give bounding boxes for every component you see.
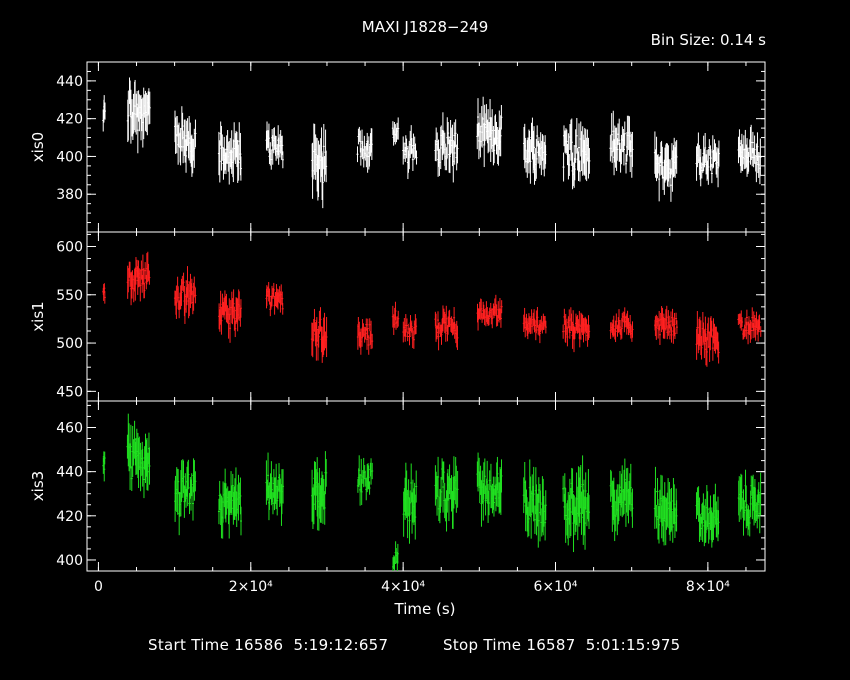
- stop-time-label: Stop Time 16587 5:01:15:975: [443, 636, 681, 654]
- y-tick-label-xis1: 500: [56, 336, 83, 352]
- panel-frame-xis3: [86, 400, 766, 572]
- x-tick-label: 8×10⁴: [686, 579, 730, 595]
- y-tick-label-xis0: 440: [56, 74, 83, 90]
- x-tick-label: 6×10⁴: [533, 579, 577, 595]
- y-tick-label-xis3: 460: [56, 420, 83, 436]
- y-axis-label-xis3: xis3: [29, 471, 47, 501]
- chart-title: MAXI J1828−249: [362, 18, 488, 36]
- y-tick-label-xis1: 550: [56, 288, 83, 304]
- y-tick-label-xis0: 380: [56, 187, 83, 203]
- y-tick-label-xis1: 450: [56, 384, 83, 400]
- y-tick-label-xis3: 420: [56, 509, 83, 525]
- y-axis-label-xis1: xis1: [29, 301, 47, 331]
- x-tick-label: 4×10⁴: [381, 579, 425, 595]
- x-tick-label: 2×10⁴: [229, 579, 273, 595]
- y-tick-label-xis0: 400: [56, 149, 83, 165]
- y-axis-label-xis0: xis0: [29, 132, 47, 162]
- x-axis-label: Time (s): [394, 600, 456, 618]
- bin-size-label: Bin Size: 0.14 s: [651, 31, 767, 49]
- y-tick-label-xis3: 400: [56, 553, 83, 569]
- y-tick-label-xis1: 600: [56, 239, 83, 255]
- x-tick-label: 0: [94, 579, 103, 595]
- y-tick-label-xis3: 440: [56, 465, 83, 481]
- y-tick-label-xis0: 420: [56, 112, 83, 128]
- start-time-label: Start Time 16586 5:19:12:657: [148, 636, 389, 654]
